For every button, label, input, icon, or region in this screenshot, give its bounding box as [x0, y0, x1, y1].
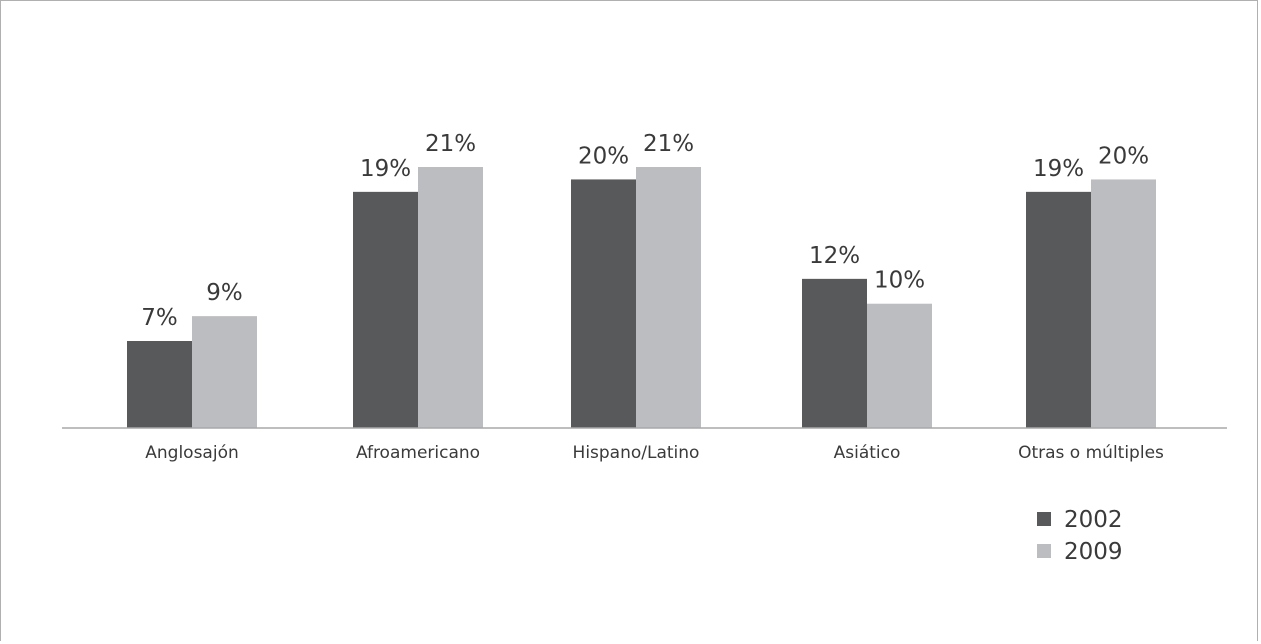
bar-otras-o-multiples-2002 [1026, 191, 1091, 428]
value-label-anglosajon-2009: 9% [206, 280, 243, 306]
value-label-afroamericano-2002: 19% [360, 156, 411, 182]
bar-hispano-latino-2009 [636, 167, 701, 428]
bar-afroamericano-2002 [353, 191, 418, 428]
value-label-otras-o-multiples-2002: 19% [1033, 156, 1084, 182]
legend-swatch-2002 [1037, 512, 1051, 526]
bar-hispano-latino-2002 [571, 179, 636, 428]
bar-asiatico-2009 [867, 303, 932, 428]
value-label-anglosajon-2002: 7% [141, 305, 178, 331]
bar-anglosajon-2009 [192, 316, 257, 428]
legend-label-2002: 2002 [1064, 507, 1123, 533]
category-labels-layer: Anglosajón Afroamericano Hispano/Latino Asi… [145, 443, 1164, 463]
bars-layer [127, 167, 1156, 428]
value-label-hispano-latino-2002: 20% [578, 143, 629, 169]
bar-otras-o-multiples-2009 [1091, 179, 1156, 428]
value-label-hispano-latino-2009: 21% [643, 131, 694, 157]
value-label-otras-o-multiples-2009: 20% [1098, 143, 1149, 169]
category-label-asiatico: Asiático [834, 443, 901, 463]
category-label-afroamericano: Afroamericano [356, 443, 480, 463]
value-label-asiatico-2002: 12% [809, 243, 860, 269]
bar-asiatico-2002 [802, 278, 867, 428]
value-label-asiatico-2009: 10% [874, 268, 925, 294]
legend-label-2009: 2009 [1064, 539, 1123, 565]
value-labels-layer: 7% 9% 19% 21% 20% 21% 12% 10% 19% 20% [141, 131, 1149, 331]
value-label-afroamericano-2009: 21% [425, 131, 476, 157]
category-label-otras-o-multiples: Otras o múltiples [1018, 443, 1164, 463]
bar-afroamericano-2009 [418, 167, 483, 428]
bar-anglosajon-2002 [127, 341, 192, 428]
category-label-hispano-latino: Hispano/Latino [573, 443, 700, 463]
legend: 2002 2009 [1037, 507, 1123, 565]
category-label-anglosajon: Anglosajón [145, 443, 239, 463]
legend-swatch-2009 [1037, 544, 1051, 558]
